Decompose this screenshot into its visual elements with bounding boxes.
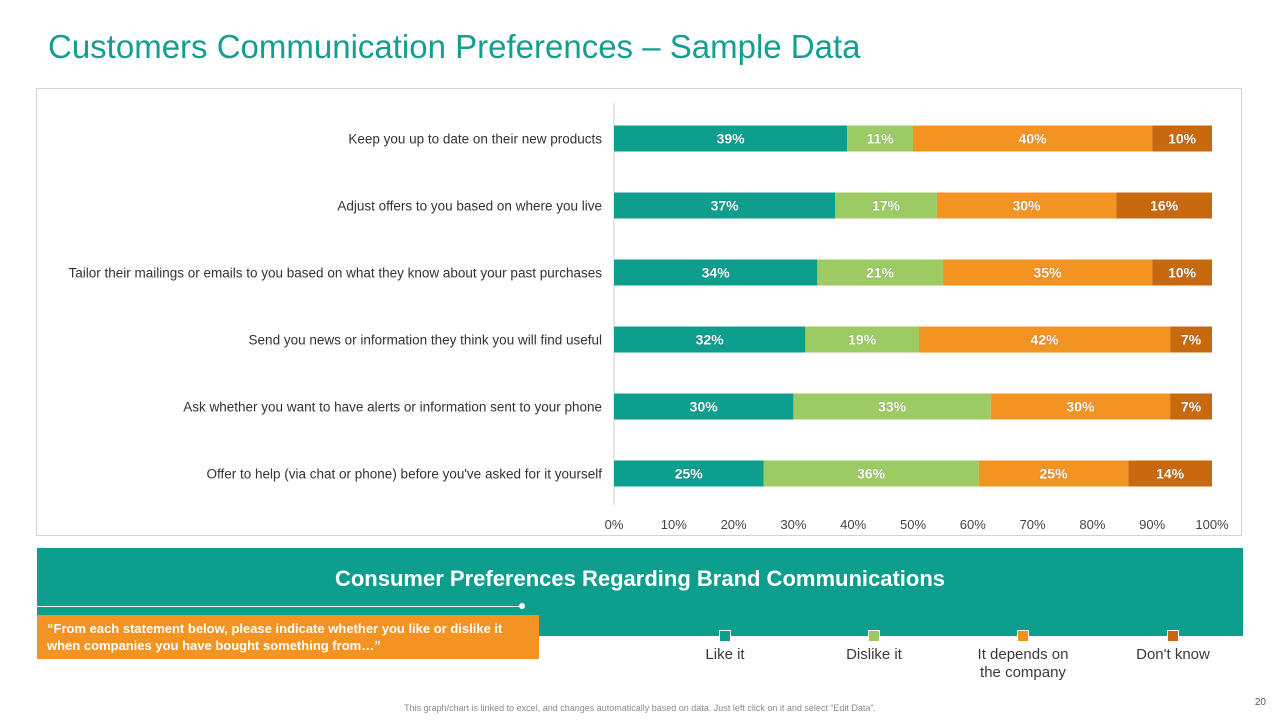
bar-segment [942,259,1153,286]
data-label: 36% [857,466,886,482]
data-label: 32% [696,332,725,348]
data-label: 25% [675,466,704,482]
page-number: 20 [1254,697,1266,708]
data-label: 11% [866,131,894,147]
category-label: Adjust offers to you based on where you … [337,199,602,214]
data-label: 10% [1168,131,1197,147]
bar-segment [1116,192,1212,219]
x-tick-label: 100% [1195,517,1229,532]
bar-segment [1152,125,1212,152]
data-label: 35% [1034,265,1063,281]
data-label: 21% [866,265,895,281]
data-label: 42% [1031,332,1060,348]
legend-item-dislike-it: Dislike it [814,630,934,664]
data-label: 40% [1019,131,1048,147]
bar-segment [614,259,818,286]
data-label: 37% [711,198,740,214]
slide-title: Customers Communication Preferences – Sa… [48,28,861,65]
bar-segment [1170,393,1212,420]
legend-item-dont-know: Don't know [1113,630,1233,664]
bar-segment [990,393,1171,420]
bar-segment [793,393,991,420]
bar-segment [913,125,1153,152]
x-tick-label: 60% [960,517,986,532]
legend-item-it-depends: It depends on the company [963,630,1083,682]
x-tick-label: 30% [780,517,806,532]
stacked-bar-chart[interactable]: Keep you up to date on their new product… [37,89,1243,537]
category-label: Offer to help (via chat or phone) before… [206,467,602,482]
banner-title: Consumer Preferences Regarding Brand Com… [334,566,946,591]
x-tick-label: 50% [900,517,926,532]
x-tick-label: 80% [1079,517,1105,532]
x-tick-label: 10% [661,517,687,532]
bar-segment [936,192,1117,219]
legend-label: It depends on the company [977,646,1069,681]
legend-item-like-it: Like it [665,630,785,664]
bar-segment [1152,259,1212,286]
bar-segment [918,326,1171,353]
x-tick-label: 90% [1139,517,1165,532]
category-label: Keep you up to date on their new product… [348,132,602,147]
bar-segment [614,326,806,353]
category-label: Tailor their mailings or emails to you b… [68,266,602,281]
banner-divider-dot [519,603,525,609]
legend-swatch [1167,630,1179,642]
bar-segment [847,125,913,152]
data-label: 16% [1150,198,1179,214]
x-tick-label: 0% [605,517,624,532]
bar-segment [614,393,794,420]
data-label: 19% [848,332,877,348]
bar-segment [1128,460,1212,487]
data-label: 30% [1013,198,1042,214]
category-label: Ask whether you want to have alerts or i… [183,400,602,415]
bar-segment [835,192,937,219]
survey-question-quote: “From each statement below, please indic… [37,615,539,659]
data-label: 17% [872,198,901,214]
legend-swatch [719,630,731,642]
data-label: 34% [702,265,731,281]
data-label: 7% [1181,332,1202,348]
x-tick-label: 70% [1020,517,1046,532]
legend-swatch [1017,630,1029,642]
chart-frame[interactable]: Keep you up to date on their new product… [36,88,1242,536]
bar-segment [614,192,836,219]
legend-label: Don't know [1136,646,1210,663]
bar-segment [978,460,1129,487]
data-label: 10% [1168,265,1197,281]
bar-segment [763,460,979,487]
data-label: 14% [1156,466,1185,482]
legend-label: Like it [705,646,745,663]
bar-segment [614,125,848,152]
data-label: 33% [878,399,907,415]
data-label: 30% [1066,399,1095,415]
data-label: 25% [1040,466,1069,482]
bar-segment [1170,326,1212,353]
legend-label: Dislike it [846,646,902,663]
data-label: 30% [690,399,719,415]
bar-segment [805,326,919,353]
x-tick-label: 20% [721,517,747,532]
category-label: Send you news or information they think … [249,333,602,348]
banner-divider [37,606,523,607]
legend-swatch [868,630,880,642]
data-label: 7% [1181,399,1202,415]
bar-segment [614,460,764,487]
x-tick-label: 40% [840,517,866,532]
bar-segment [817,259,943,286]
data-label: 39% [717,131,746,147]
footnote: This graph/chart is linked to excel, and… [404,703,876,713]
